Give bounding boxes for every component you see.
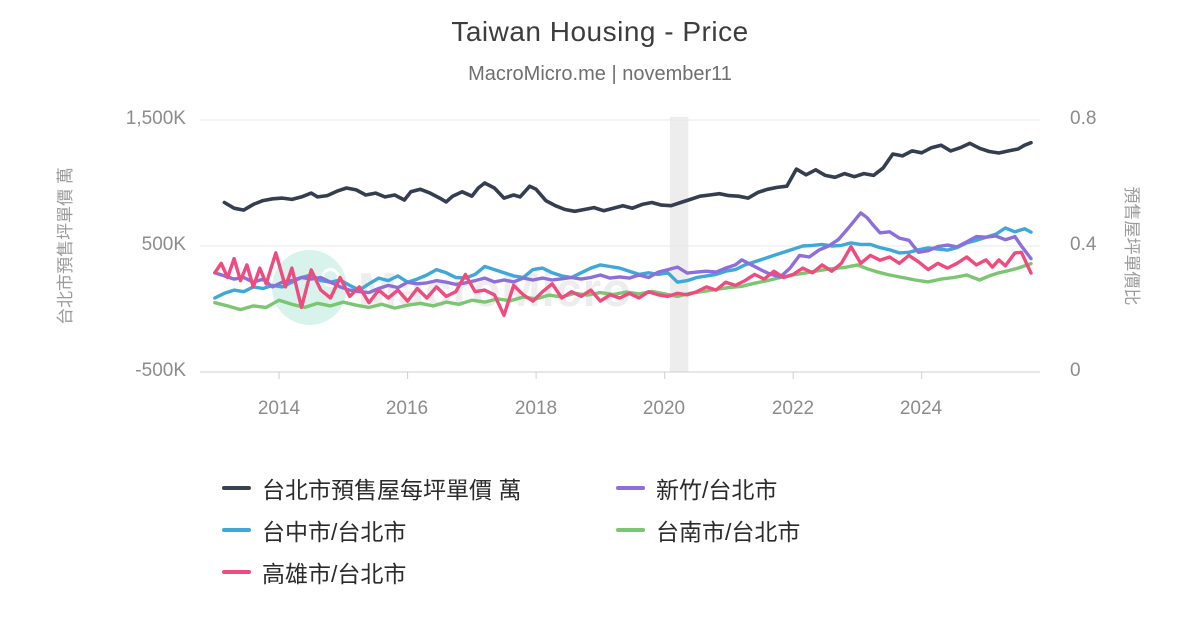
chart-subtitle: MacroMicro.me | november11 xyxy=(468,63,732,85)
right-axis-tick-0: 0 xyxy=(1070,360,1081,381)
legend-item-hsinchu-ratio[interactable]: 新竹/台北市 xyxy=(616,475,777,503)
legend-swatch-hsinchu xyxy=(616,486,645,490)
left-axis-title: 台北市預售坪單價 萬 xyxy=(56,167,75,325)
series-line-1 xyxy=(213,226,1033,300)
x-axis-tick-2018: 2018 xyxy=(514,398,558,419)
x-axis-tick-2014: 2014 xyxy=(257,398,301,419)
legend-item-taichung-ratio[interactable]: 台中市/台北市 xyxy=(222,517,406,545)
chart-title: Taiwan Housing - Price xyxy=(451,16,749,47)
legend-label: 台南市/台北市 xyxy=(656,519,801,545)
x-axis-tick-2020: 2020 xyxy=(642,398,686,419)
series-line-3 xyxy=(213,244,1033,317)
legend-item-tainan-ratio[interactable]: 台南市/台北市 xyxy=(616,517,800,545)
right-axis-tick-04: 0.4 xyxy=(1070,234,1097,255)
legend-item-taipei-price[interactable]: 台北市預售屋每坪單價 萬 xyxy=(222,475,521,503)
x-axis-tick-2024: 2024 xyxy=(899,398,943,419)
left-axis-tick-neg500k: -500K xyxy=(135,360,186,381)
series-line-0 xyxy=(213,261,1033,312)
legend-label: 台中市/台北市 xyxy=(262,519,407,545)
legend-item-kaohsiung-ratio[interactable]: 高雄市/台北市 xyxy=(222,559,406,587)
legend-label: 台北市預售屋每坪單價 萬 xyxy=(262,477,522,503)
left-axis-tick-1500k: 1,500K xyxy=(125,108,186,129)
left-axis-tick-500k: 500K xyxy=(141,234,186,255)
legend-swatch-tainan xyxy=(616,528,645,532)
legend-label: 新竹/台北市 xyxy=(656,477,778,503)
recession-band-2020 xyxy=(669,117,689,372)
series-line-4 xyxy=(222,140,1033,214)
legend-label: 高雄市/台北市 xyxy=(262,561,407,587)
right-axis-tick-08: 0.8 xyxy=(1070,108,1097,129)
legend-swatch-taipei xyxy=(222,486,251,490)
legend-swatch-kaohsiung xyxy=(222,570,251,574)
x-axis-tick-2016: 2016 xyxy=(385,398,429,419)
legend-swatch-taichung xyxy=(222,528,251,532)
x-axis-tick-2022: 2022 xyxy=(771,398,815,419)
